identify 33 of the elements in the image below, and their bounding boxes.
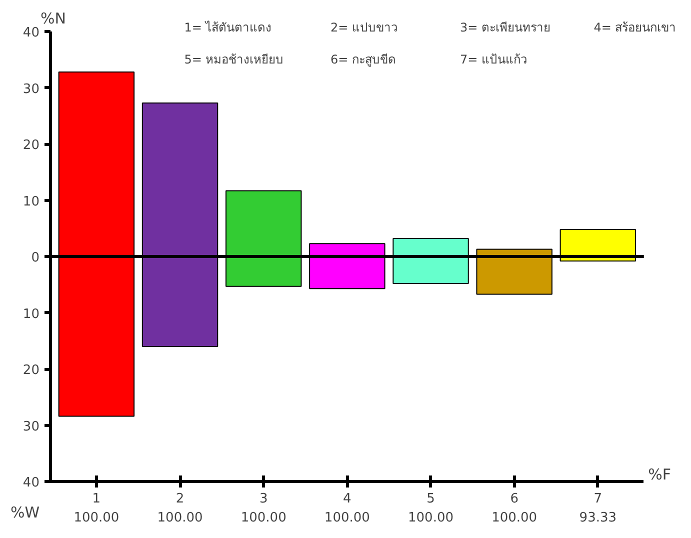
y-tick-label: 30 — [22, 419, 40, 434]
text: 100.00 — [240, 510, 286, 526]
annotation: 4= สร้อยนกเขา — [594, 20, 676, 34]
y-tick-label: 0 — [31, 250, 40, 266]
x-tick-label: 7 — [594, 492, 602, 506]
x-axis-title: %F — [648, 466, 671, 484]
y-tick-label: 20 — [22, 138, 40, 153]
text: 93.33 — [579, 510, 617, 526]
text: 100.00 — [324, 510, 370, 526]
text: 100.00 — [408, 510, 454, 526]
x-tick-label: 5 — [426, 492, 435, 506]
x-tick-label: 2 — [176, 492, 184, 506]
x-tick-label: 4 — [343, 492, 352, 506]
text: 100.00 — [157, 510, 203, 526]
y-tick-label: 20 — [22, 363, 40, 378]
annotation: 3= ตะเพียนทราย — [460, 20, 551, 34]
y-axis-title: %N — [40, 10, 66, 28]
y-tick-label: 10 — [22, 194, 40, 210]
annotation: 1= ไส้ตันตาแดง — [184, 20, 272, 34]
y-tick-label: 40 — [22, 476, 40, 490]
annotation: 6= กะสูบขีด — [330, 52, 396, 68]
y-tick-label: 30 — [22, 82, 40, 97]
y-tick-label: 10 — [22, 306, 40, 322]
y-tick-label: 40 — [22, 26, 40, 40]
annotation: 7= แป้นแก้ว — [460, 52, 528, 66]
text: 100.00 — [492, 510, 538, 526]
x-tick-label: 6 — [510, 492, 518, 506]
x-tick-label: 3 — [259, 492, 268, 506]
annotation: 5= หมอช้างเหยียบ — [184, 52, 284, 66]
annotation: 2= แปบขาว — [330, 20, 398, 34]
text: 100.00 — [74, 510, 120, 526]
text: %W — [10, 504, 40, 522]
x-tick-label: 1 — [92, 492, 101, 506]
